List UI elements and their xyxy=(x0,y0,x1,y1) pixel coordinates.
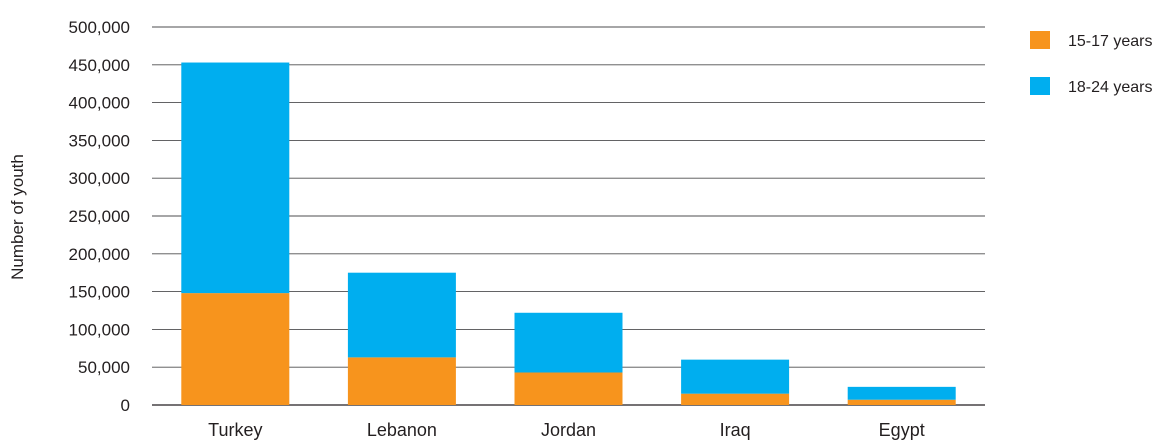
y-tick-label: 300,000 xyxy=(69,169,130,188)
bar-segment-iraq-18-24 xyxy=(681,359,790,394)
bars xyxy=(181,62,956,405)
bar-segment-turkey-18-24 xyxy=(181,62,290,294)
bar-segment-turkey-15-17 xyxy=(181,293,290,405)
x-tick-label: Iraq xyxy=(720,420,751,440)
gridlines xyxy=(152,26,985,406)
x-tick-label: Lebanon xyxy=(367,420,437,440)
bar-segment-jordan-18-24 xyxy=(514,312,623,373)
legend-label: 15-17 years xyxy=(1068,33,1153,50)
y-tick-label: 250,000 xyxy=(69,207,130,226)
y-tick-label: 150,000 xyxy=(69,283,130,302)
y-tick-label: 350,000 xyxy=(69,131,130,150)
bar-segment-egypt-15-17 xyxy=(847,399,956,405)
x-tick-label: Turkey xyxy=(208,420,262,440)
y-tick-label: 100,000 xyxy=(69,320,130,339)
bar-segment-egypt-18-24 xyxy=(847,386,956,400)
bar-segment-lebanon-15-17 xyxy=(347,357,456,405)
x-tick-label: Egypt xyxy=(879,420,925,440)
legend-swatch xyxy=(1030,31,1050,49)
bar-segment-iraq-15-17 xyxy=(681,393,790,405)
x-axis-category-labels: Turkey Lebanon Jordan Iraq Egypt xyxy=(208,420,925,440)
y-tick-label: 500,000 xyxy=(69,18,130,37)
y-tick-label: 50,000 xyxy=(78,358,130,377)
bar-segment-lebanon-18-24 xyxy=(347,272,456,358)
legend: 15-17 years 18-24 years xyxy=(1030,31,1153,96)
bar-segment-jordan-15-17 xyxy=(514,372,623,405)
x-tick-label: Jordan xyxy=(541,420,596,440)
y-tick-label: 0 xyxy=(121,396,130,415)
legend-swatch xyxy=(1030,77,1050,95)
y-axis-title: Number of youth xyxy=(8,154,27,280)
y-tick-label: 200,000 xyxy=(69,245,130,264)
legend-label: 18-24 years xyxy=(1068,79,1153,96)
y-tick-label: 450,000 xyxy=(69,56,130,75)
y-tick-label: 400,000 xyxy=(69,94,130,113)
y-axis-tick-labels: 0 50,000 100,000 150,000 200,000 250,000 300,0… xyxy=(69,18,130,415)
